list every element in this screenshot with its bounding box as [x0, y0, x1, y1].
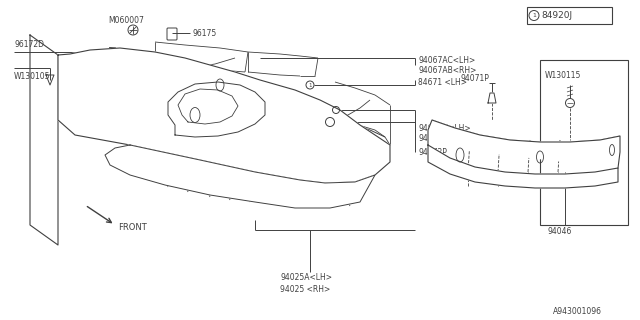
Text: 1: 1 [532, 13, 536, 18]
Polygon shape [30, 35, 58, 245]
Text: 96175: 96175 [192, 28, 216, 37]
Text: W130115: W130115 [545, 70, 581, 79]
Text: 94025A<LH>: 94025A<LH> [280, 274, 332, 283]
Text: 96172D: 96172D [14, 39, 44, 49]
Polygon shape [105, 145, 375, 208]
Bar [540, 60, 628, 225]
Text: 94072P: 94072P [418, 148, 447, 156]
Text: 84671 <LH>: 84671 <LH> [418, 77, 467, 86]
Text: 1: 1 [308, 83, 312, 87]
Text: M060007: M060007 [108, 15, 144, 25]
Text: 94056G<RH>: 94056G<RH> [418, 133, 472, 142]
Text: 94056H<LH>: 94056H<LH> [418, 124, 470, 132]
Polygon shape [428, 120, 620, 168]
Text: 84920J: 84920J [541, 11, 572, 20]
Text: 94067AC<LH>: 94067AC<LH> [418, 55, 476, 65]
Bar [109, 47, 115, 57]
Text: 94046: 94046 [548, 228, 572, 236]
Text: FRONT: FRONT [118, 223, 147, 233]
Polygon shape [428, 145, 618, 188]
Text: 94071P: 94071P [460, 74, 489, 83]
Text: 94025 <RH>: 94025 <RH> [280, 285, 330, 294]
Text: A943001096: A943001096 [553, 308, 602, 316]
Polygon shape [488, 93, 496, 103]
Text: 94067AB<RH>: 94067AB<RH> [418, 66, 476, 75]
Bar [527, 7, 612, 24]
Text: W130105: W130105 [14, 71, 51, 81]
Polygon shape [58, 48, 390, 183]
